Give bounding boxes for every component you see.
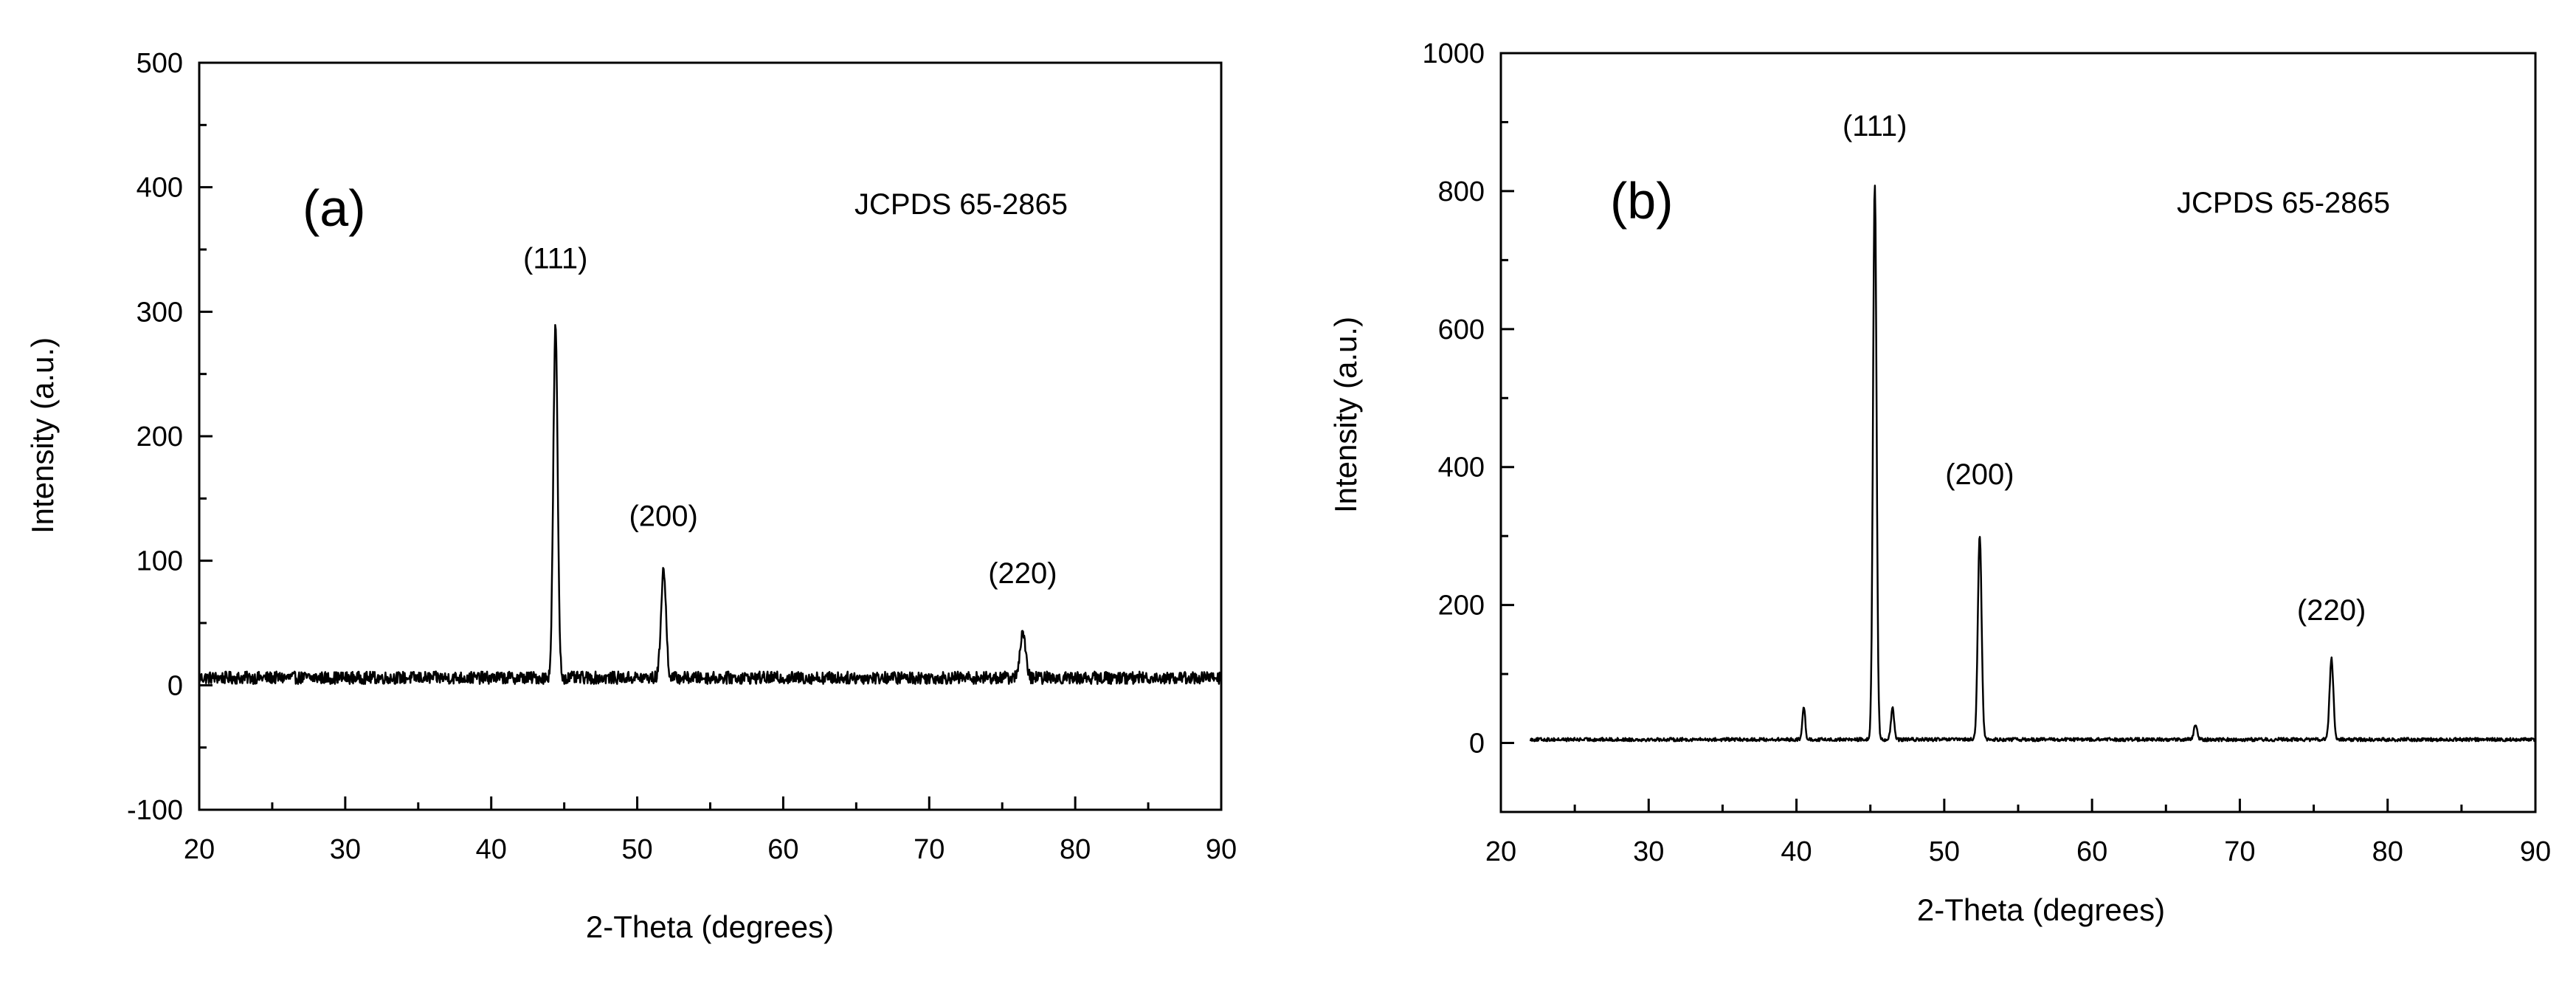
xrd-pattern-line-b (1529, 185, 2536, 743)
panel-label-a: (a) (303, 179, 366, 237)
y-tick-label-a: -100 (127, 795, 183, 826)
reference-label-b: JCPDS 65-2865 (2177, 187, 2390, 219)
peak-label-b: (200) (1945, 458, 2014, 491)
x-tick-label-b: 50 (1929, 836, 1960, 867)
chart-panel-b: (b) JCPDS 65-2865 2-Theta (degrees) Inte… (1328, 38, 2551, 927)
x-tick-label-a: 60 (767, 834, 798, 865)
x-tick-label-b: 60 (2076, 836, 2107, 867)
peak-label-a: (111) (523, 242, 587, 275)
x-tick-label-b: 40 (1781, 836, 1812, 867)
x-tick-label-a: 90 (1206, 834, 1237, 865)
x-tick-label-a: 80 (1060, 834, 1091, 865)
x-tick-label-b: 30 (1633, 836, 1664, 867)
reference-label-a: JCPDS 65-2865 (854, 188, 1068, 221)
x-tick-label-b: 90 (2520, 836, 2551, 867)
panel-label-b: (b) (1610, 172, 1674, 230)
peak-label-b: (220) (2297, 594, 2366, 627)
x-tick-label-a: 70 (914, 834, 945, 865)
y-tick-label-b: 600 (1438, 314, 1485, 345)
y-tick-label-a: 200 (137, 421, 183, 452)
xrd-pattern-line-a (198, 324, 1223, 685)
x-tick-label-a: 40 (476, 834, 507, 865)
x-tick-label-b: 20 (1485, 836, 1516, 867)
y-tick-label-b: 400 (1438, 452, 1485, 483)
x-tick-label-a: 30 (330, 834, 361, 865)
x-tick-label-a: 20 (184, 834, 215, 865)
chart-panel-a: (a) JCPDS 65-2865 2-Theta (degrees) Inte… (25, 48, 1237, 944)
x-axis-title-b: 2-Theta (degrees) (1917, 892, 2165, 927)
y-axis-title-a: Intensity (a.u.) (25, 337, 60, 534)
y-tick-label-a: 400 (137, 173, 183, 204)
plot-frame-a (198, 61, 1223, 811)
peak-label-a: (220) (988, 557, 1057, 590)
y-tick-label-b: 0 (1469, 729, 1485, 760)
y-tick-label-b: 1000 (1422, 38, 1485, 69)
x-tick-label-a: 50 (621, 834, 652, 865)
y-tick-label-a: 500 (137, 48, 183, 79)
x-axis-title-a: 2-Theta (degrees) (586, 909, 834, 944)
plot-frame-b (1499, 52, 2537, 813)
y-tick-label-b: 800 (1438, 176, 1485, 207)
x-tick-label-b: 80 (2372, 836, 2403, 867)
x-tick-label-b: 70 (2224, 836, 2255, 867)
y-tick-label-a: 100 (137, 546, 183, 577)
peak-label-a: (200) (629, 500, 697, 532)
y-tick-label-a: 300 (137, 297, 183, 328)
peak-label-b: (111) (1843, 110, 1907, 142)
y-axis-title-b: Intensity (a.u.) (1328, 317, 1363, 513)
y-tick-label-b: 200 (1438, 591, 1485, 622)
y-tick-label-a: 0 (168, 670, 183, 701)
